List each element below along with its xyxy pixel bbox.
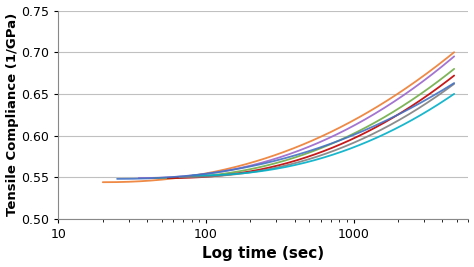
Y-axis label: Tensile Compliance (1/GPa): Tensile Compliance (1/GPa) <box>6 13 18 216</box>
X-axis label: Log time (sec): Log time (sec) <box>202 246 325 261</box>
